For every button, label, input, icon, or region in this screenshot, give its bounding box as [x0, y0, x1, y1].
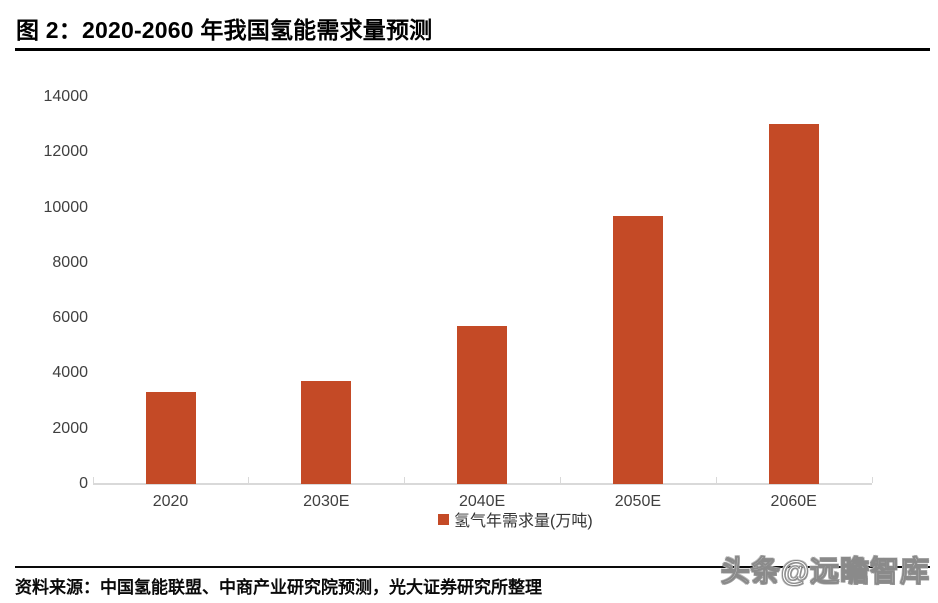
x-axis-label-2050E: 2050E: [614, 493, 662, 510]
x-axis-line: [92, 483, 872, 485]
y-axis-label-8000: 8000: [52, 253, 88, 271]
y-axis-label-2000: 2000: [52, 419, 88, 437]
legend-label: 氢气年需求量(万吨): [454, 513, 593, 530]
footer-divider: [15, 566, 930, 568]
title-underline: [15, 48, 930, 51]
x-axis-tick: [92, 477, 94, 483]
bar-2030E: [301, 381, 352, 484]
bar-2020: [145, 391, 196, 484]
figure-title: 图 2：2020-2060 年我国氢能需求量预测: [16, 17, 433, 43]
chart-legend: 氢气年需求量(万吨): [438, 509, 593, 530]
watermark: 头条@远瞻智库: [720, 556, 930, 589]
y-axis-label-4000: 4000: [52, 364, 88, 382]
y-axis-label-6000: 6000: [52, 309, 88, 327]
x-axis-tick: [248, 477, 250, 483]
legend-swatch-icon: [438, 513, 449, 525]
y-axis-label-0: 0: [79, 475, 88, 492]
x-axis-label-2060E: 2060E: [770, 493, 817, 510]
y-axis-label-10000: 10000: [43, 198, 89, 216]
bar-2060E: [768, 123, 819, 484]
bar-2040E: [457, 326, 508, 484]
source-note: 资料来源：中国氢能联盟、中商产业研究院预测，光大证券研究所整理: [15, 578, 542, 597]
x-axis-tick: [404, 477, 406, 483]
y-axis-label-14000: 14000: [43, 88, 89, 105]
y-axis-label-12000: 12000: [43, 143, 89, 161]
x-axis-tick: [560, 477, 561, 483]
x-axis-label-2030E: 2030E: [303, 493, 350, 510]
bar-2050E: [612, 216, 663, 484]
x-axis-label-2020: 2020: [152, 493, 189, 510]
x-axis-tick: [715, 477, 717, 483]
x-axis-label-2040E: 2040E: [458, 493, 506, 510]
x-axis-tick: [871, 477, 873, 483]
